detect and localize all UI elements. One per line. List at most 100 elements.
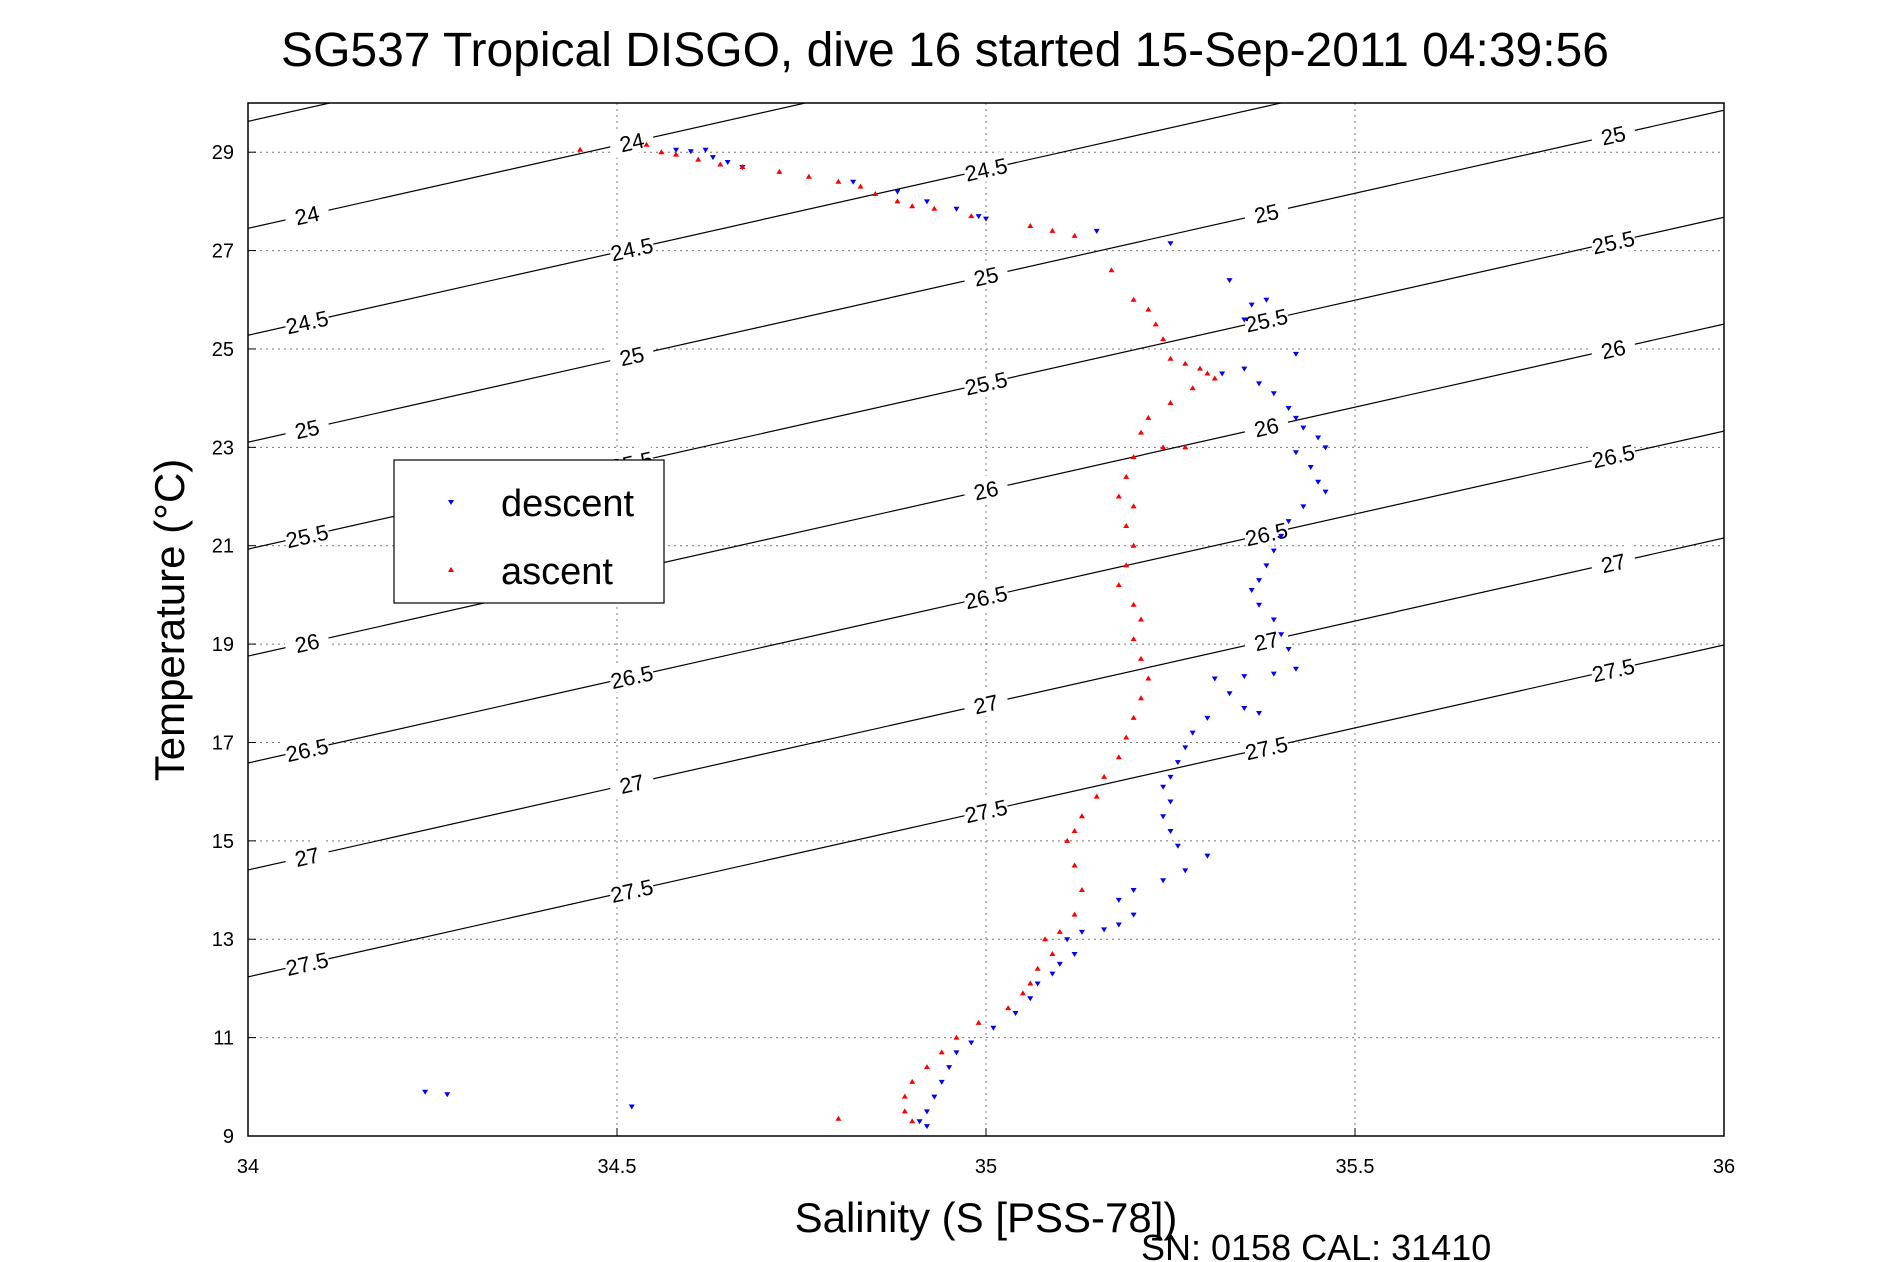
descent-point xyxy=(946,1065,953,1071)
ascent-point xyxy=(835,178,842,184)
descent-point xyxy=(673,147,680,153)
ascent-point xyxy=(1130,636,1137,642)
ascent-point xyxy=(909,1078,916,1084)
descent-point xyxy=(702,147,709,153)
descent-point xyxy=(1115,922,1122,928)
contour-label-backdrop xyxy=(1588,330,1638,366)
descent-point xyxy=(1256,578,1263,584)
legend: descent ascent xyxy=(393,459,665,604)
descent-point xyxy=(628,1104,635,1110)
density-contour-label: 26 xyxy=(971,476,1000,506)
descent-point xyxy=(1300,504,1307,510)
ascent-point xyxy=(909,1118,916,1124)
descent-point xyxy=(1248,302,1255,308)
ascent-point xyxy=(1152,321,1159,327)
contour-label-backdrop xyxy=(1241,301,1291,337)
ascent-point xyxy=(1160,336,1167,342)
ascent-point xyxy=(1204,370,1211,376)
ascent-point xyxy=(1093,793,1100,799)
ascent-point xyxy=(1130,714,1137,720)
ascent-point xyxy=(1167,355,1174,361)
density-contour-label: 25 xyxy=(292,415,321,445)
descent-point xyxy=(1182,868,1189,874)
density-contour-label: 26 xyxy=(1599,335,1628,365)
legend-marker-ascent xyxy=(448,567,454,572)
ascent-point xyxy=(1108,267,1115,273)
ascent-point xyxy=(1101,773,1108,779)
y-tick-label: 21 xyxy=(212,536,234,558)
descent-point xyxy=(1256,381,1263,387)
ascent-point xyxy=(1034,965,1041,971)
ascent-point xyxy=(1071,828,1078,834)
y-tick-label: 15 xyxy=(212,831,234,853)
density-contour-label: 24 xyxy=(617,128,646,158)
contour-label-backdrop xyxy=(282,410,332,446)
ascent-point xyxy=(1071,862,1078,868)
ascent-point xyxy=(1071,911,1078,917)
density-contour-label: 25.5 xyxy=(962,367,1009,401)
ascent-point xyxy=(717,161,724,167)
density-contour-label: 25 xyxy=(1599,121,1628,151)
descent-point xyxy=(1285,647,1292,653)
descent-point xyxy=(1204,853,1211,859)
ascent-point xyxy=(1115,582,1122,588)
density-contour-label: 27.5 xyxy=(1590,653,1637,687)
contour-label-backdrop xyxy=(607,765,656,801)
descent-point xyxy=(1292,450,1299,456)
contour-label-backdrop xyxy=(1588,116,1638,152)
descent-point xyxy=(709,155,716,161)
descent-point xyxy=(968,1040,975,1046)
density-contour-label: 27.5 xyxy=(284,947,331,981)
contour-label-backdrop xyxy=(282,196,332,232)
ascent-point xyxy=(805,173,812,179)
descent-point xyxy=(1167,774,1174,780)
density-contour-label: 27.5 xyxy=(608,874,655,908)
ascent-point xyxy=(1064,837,1071,843)
density-contour-labels: 24 24 24.5 24.5 24.5 25 25 25 25 25 25.5 25.5 25.5 25… xyxy=(282,116,1638,981)
ascent-point xyxy=(901,1108,908,1114)
descent-point xyxy=(1285,519,1292,525)
descent-point xyxy=(1315,479,1322,485)
legend-marker-descent xyxy=(448,500,454,505)
legend-label-ascent: ascent xyxy=(501,551,613,593)
ascent-point xyxy=(1130,601,1137,607)
descent-point xyxy=(1174,843,1181,849)
density-contour-label: 25.5 xyxy=(284,519,331,553)
descent-point xyxy=(923,1109,930,1115)
x-tick-label: 34.5 xyxy=(598,1156,637,1178)
y-tick-label: 19 xyxy=(212,634,234,656)
ascent-point xyxy=(1145,306,1152,312)
descent-point xyxy=(1174,760,1181,766)
descent-point xyxy=(923,199,930,205)
descent-point xyxy=(1315,435,1322,441)
ascent-point xyxy=(1182,360,1189,366)
descent-point xyxy=(1071,951,1078,957)
descent-point xyxy=(1241,674,1248,680)
ascent-point xyxy=(1130,542,1137,548)
contour-label-backdrop xyxy=(282,838,332,874)
density-contour-label: 27.5 xyxy=(1243,731,1290,765)
descent-point xyxy=(953,1050,960,1056)
descent-point xyxy=(1211,676,1218,682)
ascent-point xyxy=(1145,414,1152,420)
descent-point xyxy=(1256,602,1263,608)
density-contour-label: 24.5 xyxy=(608,233,655,267)
descent-point xyxy=(983,216,989,222)
ascent-point xyxy=(673,151,680,157)
ascent-point xyxy=(1078,887,1085,893)
descent-point xyxy=(1115,897,1122,903)
descent-point xyxy=(1292,666,1299,672)
ascent-point xyxy=(931,205,938,211)
descent-point xyxy=(1292,415,1299,421)
legend-box xyxy=(393,459,665,604)
descent-point xyxy=(1263,563,1270,569)
x-tick-label: 34 xyxy=(237,1156,259,1178)
descent-point xyxy=(1270,548,1277,554)
density-contour-label: 25.5 xyxy=(1590,226,1637,260)
descent-point xyxy=(1219,371,1226,377)
contour-label-backdrop xyxy=(961,364,1011,400)
descent-point xyxy=(1241,317,1248,323)
ascent-point xyxy=(1137,429,1144,435)
density-contour-label: 25 xyxy=(1252,199,1281,229)
descent-point xyxy=(724,160,731,166)
